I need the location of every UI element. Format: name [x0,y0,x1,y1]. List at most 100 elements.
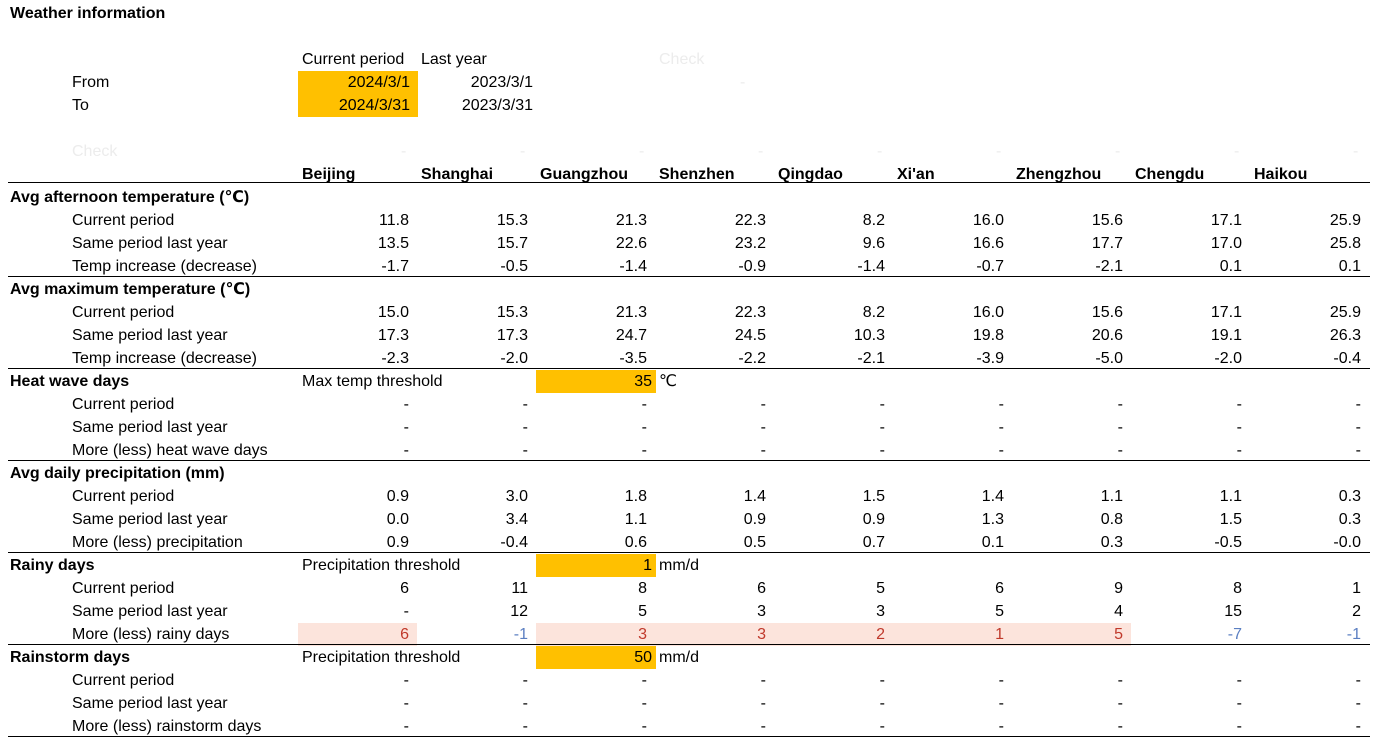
from-last-value: 2023/3/1 [470,74,533,91]
data-cell: 1.4 [981,488,1004,505]
row-label: Current period [72,488,175,505]
data-cell: 0.1 [981,534,1004,551]
data-cell: - [760,695,766,712]
data-cell: 24.7 [615,327,647,344]
data-cell: 13.5 [377,235,409,252]
data-cell: - [522,718,528,735]
check-row-dash: - [401,143,407,160]
data-cell: 9.6 [862,235,885,252]
data-cell: - [1236,718,1242,735]
data-cell: -2.0 [500,350,528,367]
data-cell: 0.9 [386,488,409,505]
data-cell: - [879,672,885,689]
data-cell: 25.8 [1329,235,1361,252]
data-cell: 22.3 [734,212,766,229]
data-cell: 24.5 [734,327,766,344]
data-cell: 8.2 [862,304,885,321]
data-cell: 11.8 [379,212,409,229]
data-cell: 17.7 [1091,235,1123,252]
data-cell: - [403,603,409,620]
data-cell: - [760,396,766,413]
data-cell: - [522,419,528,436]
data-cell: - [760,419,766,436]
data-cell: - [879,419,885,436]
data-cell: 19.1 [1210,327,1242,344]
from-label: From [72,74,110,91]
data-cell: 0.0 [386,511,409,528]
data-cell: 1 [1352,580,1361,597]
section-title: Rainy days [10,557,95,574]
city-header-1: Shanghai [421,166,494,183]
data-cell: 3 [757,603,766,620]
data-cell: - [998,396,1004,413]
city-header-6: Zhengzhou [1016,166,1102,183]
data-cell: -1 [1346,626,1361,643]
data-cell: 6 [995,580,1004,597]
city-header-5: Xi'an [897,166,935,183]
threshold-input[interactable]: 35 [536,370,656,393]
data-cell: 5 [638,603,647,620]
data-cell: 16.6 [972,235,1004,252]
row-label: More (less) rainy days [72,626,230,643]
threshold-input[interactable]: 1 [536,554,656,577]
data-cell: -1.7 [381,258,409,275]
data-cell: - [760,672,766,689]
data-cell: - [403,695,409,712]
check-row-dash: - [1353,143,1359,160]
section-divider [8,276,1370,277]
data-cell: - [879,442,885,459]
data-cell: 12 [510,603,528,620]
data-cell: 19.8 [972,327,1004,344]
row-label: Same period last year [72,235,228,252]
data-cell: -2.0 [1214,350,1242,367]
data-cell: - [641,672,647,689]
data-cell: - [760,718,766,735]
data-cell: -3.5 [619,350,647,367]
to-label: To [72,97,89,114]
data-cell: -0.0 [1333,534,1361,551]
data-cell: - [641,396,647,413]
section-divider [8,736,1370,737]
data-cell: - [522,672,528,689]
data-cell: -0.7 [976,258,1004,275]
row-label: Current period [72,212,175,229]
data-cell: 2 [774,623,893,646]
data-cell: 3.0 [505,488,528,505]
row-label: Current period [72,580,175,597]
data-cell: 23.2 [734,235,766,252]
data-cell: - [1236,396,1242,413]
data-cell: - [1117,419,1123,436]
threshold-label: Precipitation threshold [302,557,461,574]
data-cell: 22.3 [734,304,766,321]
data-cell: 6 [400,580,409,597]
from-current-input[interactable]: 2024/3/1 [298,71,418,94]
data-cell: - [1236,419,1242,436]
check-row-dash: - [520,143,526,160]
data-cell: -0.5 [500,258,528,275]
row-label: Same period last year [72,511,228,528]
section-divider [8,368,1370,369]
data-cell: - [641,442,647,459]
data-cell: - [998,419,1004,436]
data-cell: 4 [1114,603,1123,620]
city-header-2: Guangzhou [540,166,628,183]
data-cell: 26.3 [1329,327,1361,344]
data-cell: - [1117,718,1123,735]
data-cell: - [1355,695,1361,712]
data-cell: 1.8 [624,488,647,505]
threshold-input[interactable]: 50 [536,646,656,669]
data-cell: 6 [757,580,766,597]
to-current-input[interactable]: 2024/3/31 [298,94,418,117]
data-cell: 25.9 [1329,212,1361,229]
data-cell: - [1117,396,1123,413]
data-cell: 0.9 [743,511,766,528]
data-cell: -0.9 [738,258,766,275]
data-cell: 9 [1114,580,1123,597]
data-cell: 3 [655,623,774,646]
data-cell: - [522,695,528,712]
data-cell: 15.6 [1091,212,1123,229]
row-label: Same period last year [72,695,228,712]
section-title: Rainstorm days [10,649,131,666]
data-cell: 0.9 [862,511,885,528]
row-label: Temp increase (decrease) [72,350,257,367]
